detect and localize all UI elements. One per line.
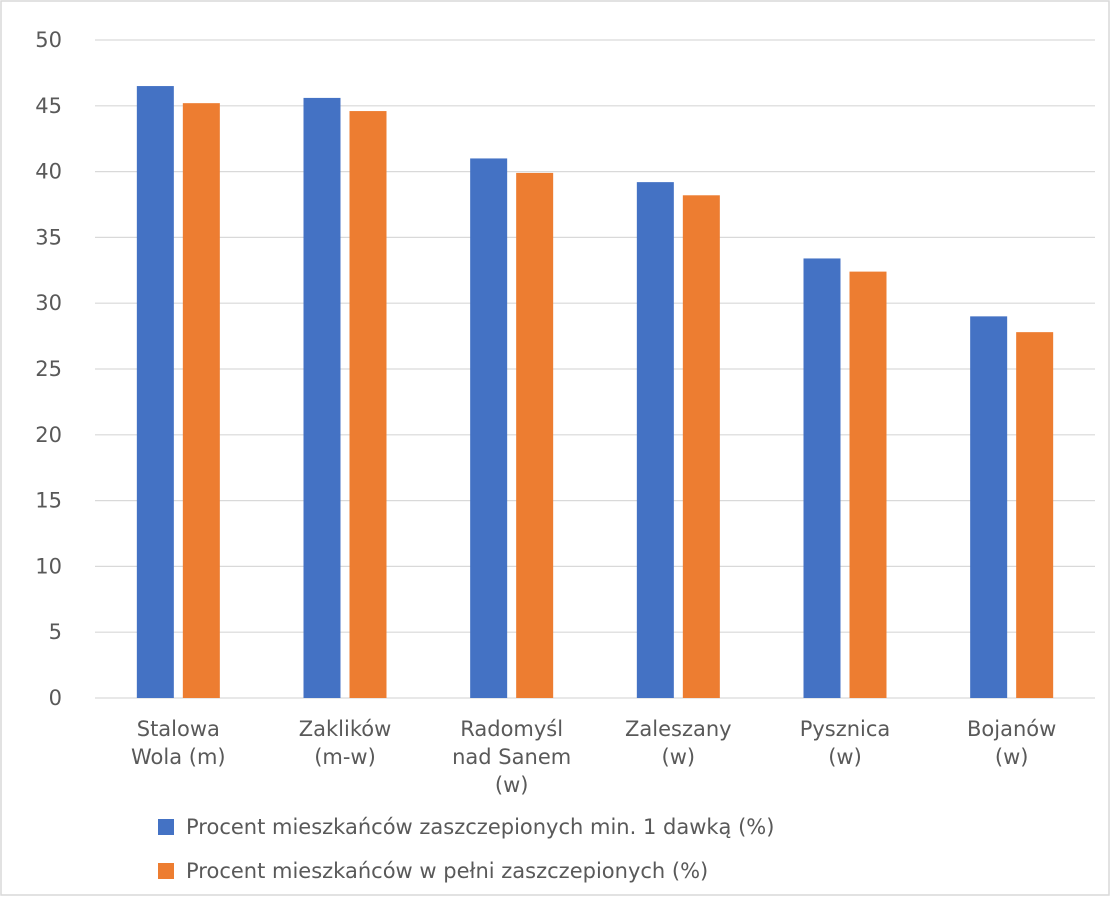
gridlines [95, 39, 1095, 699]
legend-swatch-series-1 [158, 819, 174, 835]
y-tick-label: 25 [35, 357, 62, 381]
y-axis-tick-labels: 0 5 10 15 20 25 30 35 40 45 50 [35, 28, 62, 710]
legend: Procent mieszkańców zaszczepionych min. … [158, 815, 774, 883]
bars [136, 86, 1054, 699]
y-tick-label: 10 [35, 554, 62, 578]
bar-series-2 [682, 195, 720, 698]
x-tick-label: Pysznica (w) [800, 717, 891, 769]
x-axis-tick-labels: Stalowa Wola (m) Zaklików (m-w) Radomyśl nad … [131, 717, 1056, 797]
y-tick-label: 5 [49, 620, 62, 644]
legend-label-series-2: Procent mieszkańców w pełni zaszczepiony… [186, 859, 708, 883]
bar-series-2 [849, 271, 887, 698]
bar-series-2 [1016, 332, 1054, 698]
bar-series-1 [470, 158, 508, 698]
y-tick-label: 45 [35, 94, 62, 118]
bar-series-2 [182, 103, 220, 699]
x-tick-label: Stalowa Wola (m) [131, 717, 226, 769]
y-tick-label: 50 [35, 28, 62, 52]
bar-series-1 [636, 182, 674, 699]
y-tick-label: 30 [35, 291, 62, 315]
x-tick-label: Bojanów (w) [967, 717, 1056, 769]
bar-series-1 [970, 316, 1008, 698]
y-tick-label: 35 [35, 225, 62, 249]
bar-series-1 [803, 258, 841, 698]
legend-swatch-series-2 [158, 863, 174, 879]
bar-series-2 [516, 172, 554, 698]
y-tick-label: 40 [35, 160, 62, 184]
x-tick-label: Radomyśl nad Sanem (w) [452, 717, 571, 797]
y-tick-label: 20 [35, 423, 62, 447]
y-tick-label: 15 [35, 489, 62, 513]
x-tick-label: Zaleszany (w) [625, 717, 732, 769]
y-tick-label: 0 [49, 686, 62, 710]
legend-label-series-1: Procent mieszkańców zaszczepionych min. … [186, 815, 774, 839]
bar-series-1 [303, 97, 341, 699]
bar-series-1 [136, 86, 174, 698]
x-tick-label: Zaklików (m-w) [299, 717, 392, 769]
bar-series-2 [349, 111, 387, 698]
